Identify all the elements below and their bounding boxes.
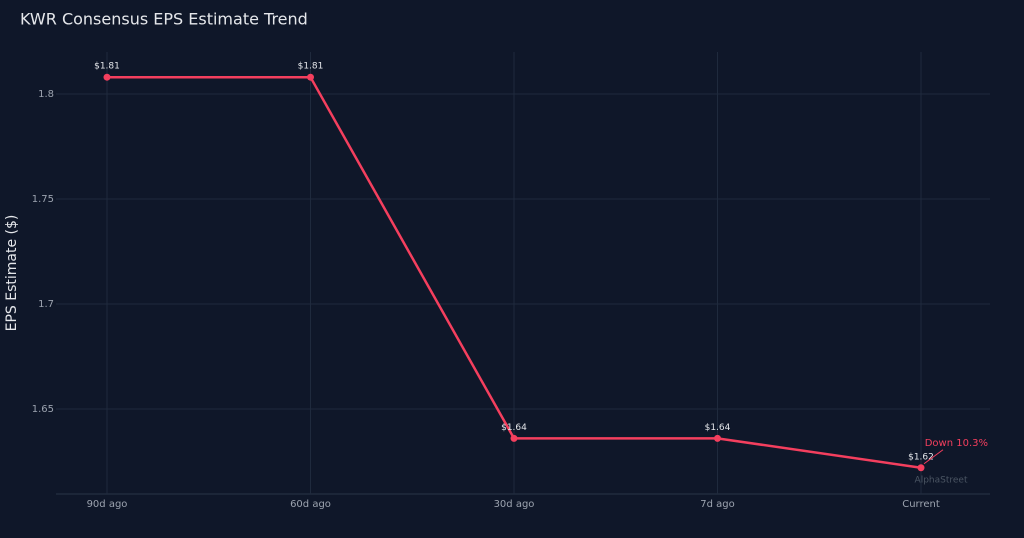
y-tick-label: 1.8 bbox=[38, 89, 54, 100]
y-axis-label: EPS Estimate ($) bbox=[4, 215, 20, 332]
value-label: $1.64 bbox=[705, 423, 731, 433]
x-tick-label: Current bbox=[902, 499, 940, 510]
annotation-arrow bbox=[923, 449, 944, 465]
y-tick-label: 1.7 bbox=[38, 299, 54, 310]
value-label: $1.81 bbox=[94, 62, 120, 72]
y-tick-label: 1.75 bbox=[32, 194, 54, 205]
y-tick-label: 1.65 bbox=[32, 404, 54, 415]
point bbox=[917, 464, 925, 472]
annotation: Down 10.3% bbox=[925, 438, 988, 449]
point bbox=[307, 73, 314, 81]
value-label: $1.62 bbox=[908, 452, 934, 462]
x-tick-label: 60d ago bbox=[290, 499, 331, 510]
value-label: $1.64 bbox=[501, 423, 527, 433]
x-tick-label: 7d ago bbox=[700, 499, 734, 510]
chart-title: KWR Consensus EPS Estimate Trend bbox=[20, 10, 308, 29]
x-tick-label: 30d ago bbox=[494, 499, 535, 510]
point bbox=[510, 434, 518, 442]
watermark: AlphaStreet bbox=[915, 475, 968, 485]
x-tick-label: 90d ago bbox=[87, 499, 128, 510]
point bbox=[714, 434, 721, 442]
value-label: $1.81 bbox=[298, 62, 324, 72]
point bbox=[103, 73, 111, 81]
